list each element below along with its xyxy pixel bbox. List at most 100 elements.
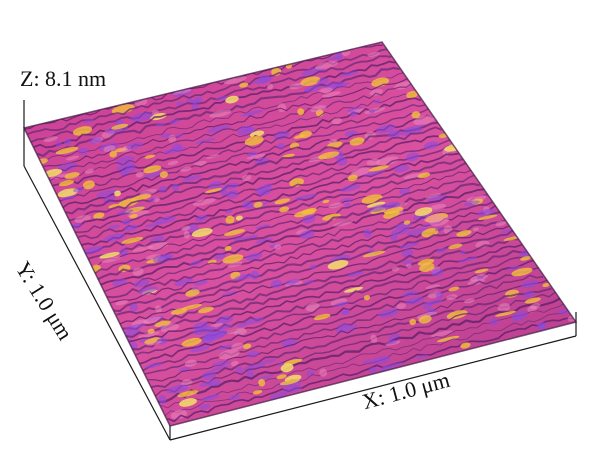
surface-feature: [327, 260, 349, 270]
surface-feature: [339, 197, 353, 203]
surface-feature: [107, 224, 120, 230]
surface-feature: [144, 337, 162, 344]
surface-feature: [294, 193, 318, 201]
ridge-line: [46, 82, 413, 177]
ridge-line: [125, 237, 518, 338]
surface-feature: [299, 230, 315, 239]
surface-feature: [223, 229, 246, 236]
surface-feature: [192, 198, 216, 206]
z-axis-label: Z: 8.1 nm: [20, 66, 107, 91]
surface-feature: [55, 146, 79, 155]
surface-feature: [160, 133, 172, 138]
surface-feature: [225, 209, 233, 214]
surface-feature: [162, 146, 186, 154]
surface-feature: [177, 390, 199, 398]
surface-feature: [81, 246, 104, 255]
surface-feature: [376, 124, 396, 134]
surface-feature: [144, 222, 162, 228]
surface-feature: [159, 171, 168, 178]
surface-feature: [214, 253, 227, 260]
surface-feature: [205, 188, 223, 194]
surface-feature: [347, 174, 358, 182]
surface-feature: [334, 52, 343, 61]
surface-feature: [436, 248, 447, 253]
surface-feature: [172, 88, 192, 95]
surface-feature: [363, 228, 372, 238]
surface-feature: [198, 306, 214, 314]
surface-feature: [258, 74, 270, 84]
surface-feature: [318, 87, 333, 94]
surface-feature: [436, 335, 460, 343]
surface-feature: [89, 137, 102, 144]
surface-feature: [521, 280, 539, 289]
surface-feature: [226, 189, 239, 199]
surface-feature: [430, 330, 453, 338]
surface-feature: [73, 187, 84, 193]
ridge-line: [91, 169, 472, 268]
surface-feature: [242, 343, 252, 350]
surface-feature: [216, 324, 233, 331]
surface-feature: [477, 214, 498, 221]
surface-feature: [368, 165, 390, 172]
surface-feature: [302, 214, 316, 224]
surface-feature: [387, 129, 402, 138]
surface-feature: [426, 299, 443, 305]
surface-feature: [189, 260, 204, 266]
surface-feature: [414, 207, 433, 216]
surface-feature: [241, 174, 252, 182]
surface-feature: [210, 365, 230, 372]
surface-feature: [209, 109, 232, 118]
surface-feature: [99, 252, 120, 259]
surface-feature: [93, 212, 105, 219]
surface-feature: [403, 173, 423, 180]
surface-feature: [82, 180, 95, 190]
surface-feature: [125, 142, 144, 150]
surface-feature: [411, 111, 421, 119]
surface-feature: [511, 267, 533, 277]
surface-feature: [418, 315, 432, 324]
surface-feature: [367, 51, 381, 58]
surface-feature: [391, 226, 410, 236]
surface-feature: [65, 155, 80, 161]
surface-feature: [258, 378, 266, 387]
surface-feature: [121, 236, 144, 244]
surface-feature: [138, 331, 160, 339]
surface-feature: [130, 194, 152, 202]
surface-feature: [155, 216, 176, 225]
surface-feature: [340, 184, 361, 192]
surface-feature: [148, 197, 156, 202]
surface-feature: [226, 328, 246, 335]
surface-feature: [310, 105, 327, 113]
surface-feature: [374, 99, 381, 104]
surface-feature: [472, 227, 479, 232]
surface-feature: [409, 318, 417, 326]
surface-feature: [435, 291, 444, 299]
surface-feature: [132, 267, 144, 276]
surface-feature: [160, 323, 180, 333]
surface-feature: [293, 134, 306, 139]
surface-feature: [142, 316, 163, 324]
surface-feature: [143, 165, 162, 174]
surface-feature: [103, 145, 116, 153]
surface-feature: [58, 162, 77, 172]
surface-feature: [404, 296, 425, 305]
surface-feature: [301, 67, 325, 76]
surface-feature: [210, 322, 224, 328]
surface-feature: [294, 209, 316, 218]
surface-feature: [488, 318, 499, 326]
surface-feature: [225, 215, 235, 224]
surface-feature: [506, 265, 522, 271]
surface-feature: [199, 403, 211, 410]
surface-feature: [382, 362, 405, 369]
surface-feature: [201, 335, 215, 344]
surface-feature: [64, 138, 72, 146]
surface-feature: [511, 311, 529, 320]
surface-feature: [446, 294, 458, 301]
surface-feature: [246, 350, 259, 358]
x-axis-line: [169, 335, 577, 441]
surface-feature: [181, 337, 202, 347]
surface-feature: [58, 180, 75, 187]
surface-feature: [405, 263, 412, 268]
ridge-line: [33, 60, 396, 149]
surface-feature: [366, 201, 386, 208]
